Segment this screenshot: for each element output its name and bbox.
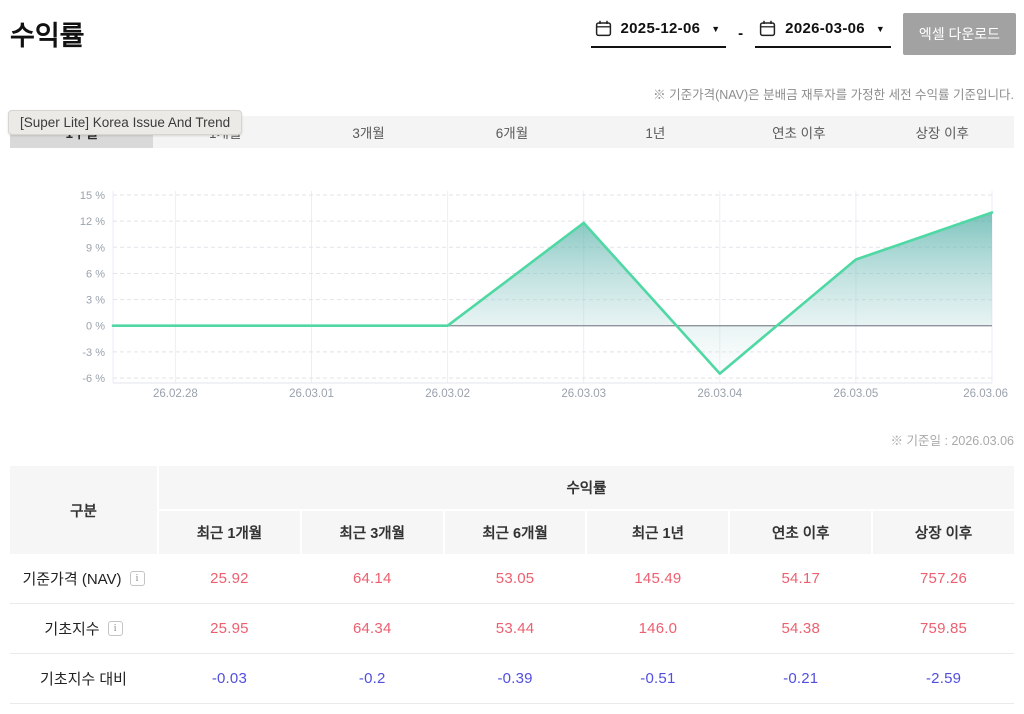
returns-chart: 15 % 12 % 9 % 6 % 3 % 0 % -3 % -6 % 26.02.28 26.0… bbox=[0, 165, 1024, 415]
date-from-picker[interactable]: 2025-12-06 ▼ bbox=[590, 13, 727, 48]
value-cell: 759.85 bbox=[920, 620, 968, 637]
period-tab-3[interactable]: 6개월 bbox=[440, 116, 584, 148]
period-tab-4[interactable]: 1년 bbox=[583, 116, 728, 148]
table-row: 기초지수 i 25.95 64.34 53.44 146.0 54.38 759.85 bbox=[10, 604, 1014, 654]
svg-text:6 %: 6 % bbox=[86, 268, 105, 280]
svg-text:-3 %: -3 % bbox=[82, 347, 105, 359]
calendar-icon bbox=[759, 20, 776, 37]
value-cell: 53.05 bbox=[495, 570, 535, 587]
svg-text:12 %: 12 % bbox=[80, 216, 105, 228]
column-header-3: 최근 1년 bbox=[587, 511, 729, 554]
value-cell: 53.44 bbox=[495, 620, 535, 637]
excel-download-button[interactable]: 엑셀 다운로드 bbox=[902, 13, 1016, 55]
svg-text:26.03.01: 26.03.01 bbox=[289, 388, 334, 400]
column-header-4: 연초 이후 bbox=[730, 511, 872, 554]
returns-table: 구분 수익률 최근 1개월 최근 3개월 최근 6개월 최근 1년 연초 이후 상장 이후… bbox=[10, 466, 1014, 704]
svg-text:9 %: 9 % bbox=[86, 242, 105, 254]
table-row: 기준가격 (NAV) i 25.92 64.14 53.05 145.49 54.17 757… bbox=[10, 554, 1014, 604]
value-cell: 54.38 bbox=[781, 620, 821, 637]
value-cell: 25.95 bbox=[210, 620, 249, 637]
row-label-text: 기초지수 bbox=[44, 621, 100, 638]
chevron-down-icon: ▼ bbox=[875, 23, 885, 34]
value-cell: -0.03 bbox=[211, 670, 248, 687]
chevron-down-icon: ▼ bbox=[711, 23, 721, 34]
svg-text:26.03.04: 26.03.04 bbox=[697, 388, 742, 400]
date-to-value: 2026-03-06 bbox=[785, 20, 865, 37]
value-cell: 64.34 bbox=[352, 620, 392, 637]
value-cell: 25.92 bbox=[210, 570, 249, 587]
value-cell: 757.26 bbox=[920, 570, 968, 587]
value-cell: -0.39 bbox=[497, 670, 533, 687]
toolbar: 2025-12-06 ▼ - 2026-03-06 ▼ 엑셀 다운로드 bbox=[590, 13, 1016, 55]
svg-text:26.03.02: 26.03.02 bbox=[425, 388, 470, 400]
svg-text:0 %: 0 % bbox=[86, 321, 105, 333]
value-cell: -0.2 bbox=[358, 670, 386, 687]
row-label: 기초지수 i bbox=[10, 604, 157, 653]
date-from-value: 2025-12-06 bbox=[620, 20, 701, 37]
row-label-text: 기준가격 (NAV) bbox=[22, 571, 122, 588]
period-tab-2[interactable]: 3개월 bbox=[296, 116, 441, 148]
date-range-separator: - bbox=[738, 25, 744, 42]
value-cell: 145.49 bbox=[634, 570, 682, 587]
value-cell: -2.59 bbox=[925, 670, 962, 687]
value-cell: 64.14 bbox=[352, 570, 392, 587]
table-row: 기초지수 대비 -0.03 -0.2 -0.39 -0.51 -0.21 -2.59 bbox=[10, 654, 1014, 704]
column-header-category: 구분 bbox=[10, 466, 157, 554]
period-tab-5[interactable]: 연초 이후 bbox=[727, 116, 871, 148]
value-cell: 54.17 bbox=[781, 570, 821, 587]
svg-text:26.02.28: 26.02.28 bbox=[153, 388, 198, 400]
row-label: 기초지수 대비 bbox=[10, 654, 157, 703]
column-header-2: 최근 6개월 bbox=[444, 511, 586, 554]
column-header-5: 상장 이후 bbox=[873, 511, 1014, 554]
svg-text:-6 %: -6 % bbox=[82, 373, 105, 385]
nav-note: ※ 기준가격(NAV)은 분배금 재투자를 가정한 세전 수익률 기준입니다. bbox=[653, 88, 1014, 102]
row-label-text: 기초지수 대비 bbox=[40, 671, 127, 688]
date-to-picker[interactable]: 2026-03-06 ▼ bbox=[755, 13, 891, 48]
value-cell: 146.0 bbox=[638, 620, 678, 637]
info-icon[interactable]: i bbox=[107, 621, 123, 636]
info-icon[interactable]: i bbox=[129, 571, 145, 586]
period-tab-6[interactable]: 상장 이후 bbox=[870, 116, 1014, 148]
svg-text:26.03.03: 26.03.03 bbox=[561, 388, 606, 400]
svg-text:26.03.06: 26.03.06 bbox=[963, 388, 1008, 400]
base-date-note: ※ 기준일 : 2026.03.06 bbox=[890, 434, 1014, 448]
value-cell: -0.21 bbox=[783, 670, 819, 687]
svg-text:15 %: 15 % bbox=[80, 190, 105, 202]
calendar-icon bbox=[595, 20, 612, 37]
svg-text:26.03.05: 26.03.05 bbox=[834, 388, 879, 400]
row-label: 기준가격 (NAV) i bbox=[10, 554, 157, 603]
column-group-header: 수익률 bbox=[159, 466, 1014, 509]
column-header-1: 최근 3개월 bbox=[301, 511, 443, 554]
table-header: 구분 수익률 최근 1개월 최근 3개월 최근 6개월 최근 1년 연초 이후 상장 이후 bbox=[10, 466, 1014, 554]
tooltip: [Super Lite] Korea Issue And Trend bbox=[8, 110, 243, 135]
value-cell: -0.51 bbox=[640, 670, 676, 687]
page-title: 수익률 bbox=[10, 21, 85, 51]
column-header-0: 최근 1개월 bbox=[159, 511, 300, 554]
svg-text:3 %: 3 % bbox=[86, 295, 105, 307]
